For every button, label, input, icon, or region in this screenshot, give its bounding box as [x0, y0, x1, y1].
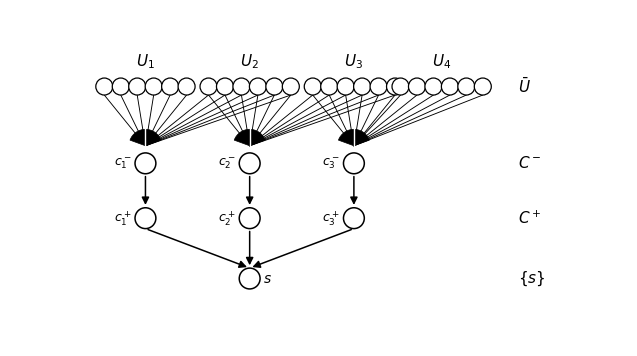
Circle shape: [282, 78, 299, 95]
Circle shape: [250, 78, 266, 95]
Circle shape: [343, 208, 364, 229]
Text: $s$: $s$: [263, 272, 273, 286]
Text: $U_3$: $U_3$: [345, 53, 363, 72]
Circle shape: [441, 78, 459, 95]
Circle shape: [425, 78, 442, 95]
Circle shape: [408, 78, 426, 95]
Circle shape: [178, 78, 195, 95]
Circle shape: [200, 78, 217, 95]
Text: $c_1^-$: $c_1^-$: [113, 155, 131, 171]
Text: $C^+$: $C^+$: [519, 210, 542, 227]
Wedge shape: [234, 129, 265, 146]
Circle shape: [458, 78, 475, 95]
Text: $\{s\}$: $\{s\}$: [519, 269, 546, 288]
Text: $c_1^+$: $c_1^+$: [113, 209, 131, 227]
Text: $U_4$: $U_4$: [432, 53, 451, 72]
Circle shape: [475, 78, 491, 95]
Text: $\bar{U}$: $\bar{U}$: [519, 77, 531, 96]
Circle shape: [96, 78, 113, 95]
Circle shape: [129, 78, 146, 95]
Circle shape: [233, 78, 250, 95]
Circle shape: [337, 78, 354, 95]
Circle shape: [387, 78, 403, 95]
Circle shape: [135, 153, 156, 174]
Circle shape: [343, 153, 364, 174]
Text: $c_2^+$: $c_2^+$: [218, 209, 236, 227]
Text: $U_2$: $U_2$: [240, 53, 259, 72]
Circle shape: [304, 78, 321, 95]
Circle shape: [135, 208, 156, 229]
Circle shape: [112, 78, 129, 95]
Text: $c_3^-$: $c_3^-$: [322, 155, 340, 171]
Wedge shape: [130, 129, 161, 146]
Wedge shape: [338, 129, 369, 146]
Circle shape: [240, 153, 260, 174]
Circle shape: [370, 78, 387, 95]
Circle shape: [240, 208, 260, 229]
Circle shape: [162, 78, 178, 95]
Circle shape: [240, 268, 260, 289]
Text: $C^-$: $C^-$: [519, 155, 542, 171]
Text: $c_2^-$: $c_2^-$: [218, 155, 236, 171]
Circle shape: [217, 78, 234, 95]
Text: $c_3^+$: $c_3^+$: [322, 209, 340, 227]
Text: $U_1$: $U_1$: [136, 53, 155, 72]
Circle shape: [320, 78, 338, 95]
Circle shape: [266, 78, 283, 95]
Circle shape: [145, 78, 162, 95]
Circle shape: [354, 78, 371, 95]
Circle shape: [392, 78, 409, 95]
